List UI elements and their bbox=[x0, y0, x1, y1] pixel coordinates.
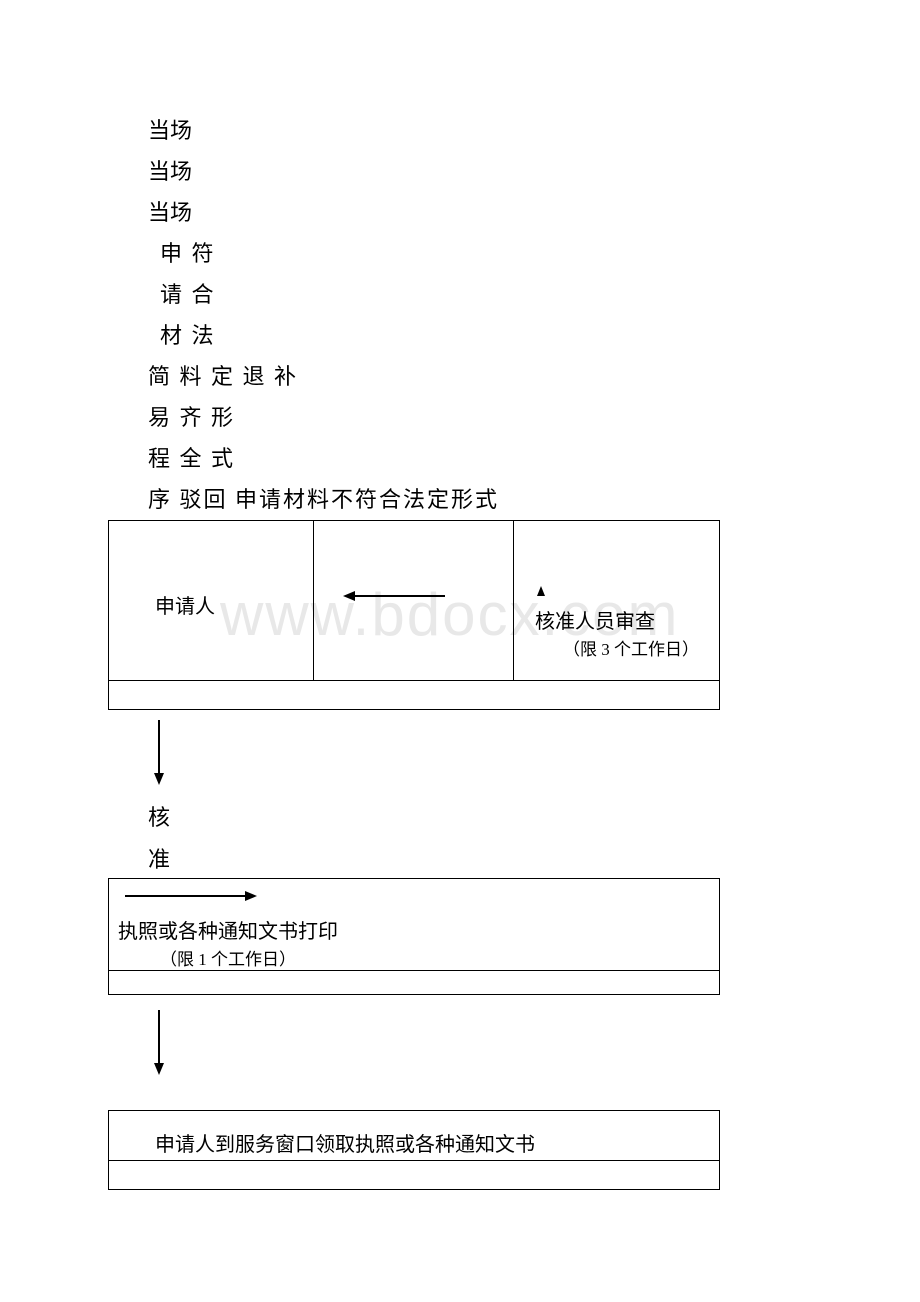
top-table-row bbox=[108, 680, 720, 681]
header-line-5: 请 合 bbox=[160, 277, 216, 309]
header-line-4: 申 符 bbox=[160, 236, 216, 268]
arrow-right-line bbox=[125, 895, 245, 897]
arrow-down-2-head bbox=[154, 1063, 164, 1075]
approve-line1: 核 bbox=[148, 800, 170, 832]
arrow-left-line bbox=[355, 595, 445, 597]
header-line-9: 程 全 式 bbox=[148, 441, 235, 473]
final-box-row bbox=[108, 1160, 720, 1161]
print-box-row bbox=[108, 970, 720, 971]
arrow-down-1-head bbox=[154, 773, 164, 785]
arrow-left-head bbox=[343, 591, 355, 601]
approve-line2: 准 bbox=[148, 842, 170, 874]
arrow-down-1-line bbox=[158, 720, 160, 775]
header-line-7: 简 料 定 退 补 bbox=[148, 359, 298, 391]
header-line-1: 当场 bbox=[148, 113, 192, 145]
header-line-10: 序 驳回 申请材料不符合法定形式 bbox=[148, 482, 499, 514]
final-box-outer bbox=[108, 1110, 720, 1190]
header-line-6: 材 法 bbox=[160, 318, 216, 350]
small-triangle bbox=[537, 586, 545, 596]
arrow-right-head bbox=[245, 891, 257, 901]
top-table-col1 bbox=[108, 520, 314, 680]
header-line-8: 易 齐 形 bbox=[148, 400, 235, 432]
arrow-down-2-line bbox=[158, 1010, 160, 1065]
header-line-2: 当场 bbox=[148, 154, 192, 186]
header-line-3: 当场 bbox=[148, 195, 192, 227]
